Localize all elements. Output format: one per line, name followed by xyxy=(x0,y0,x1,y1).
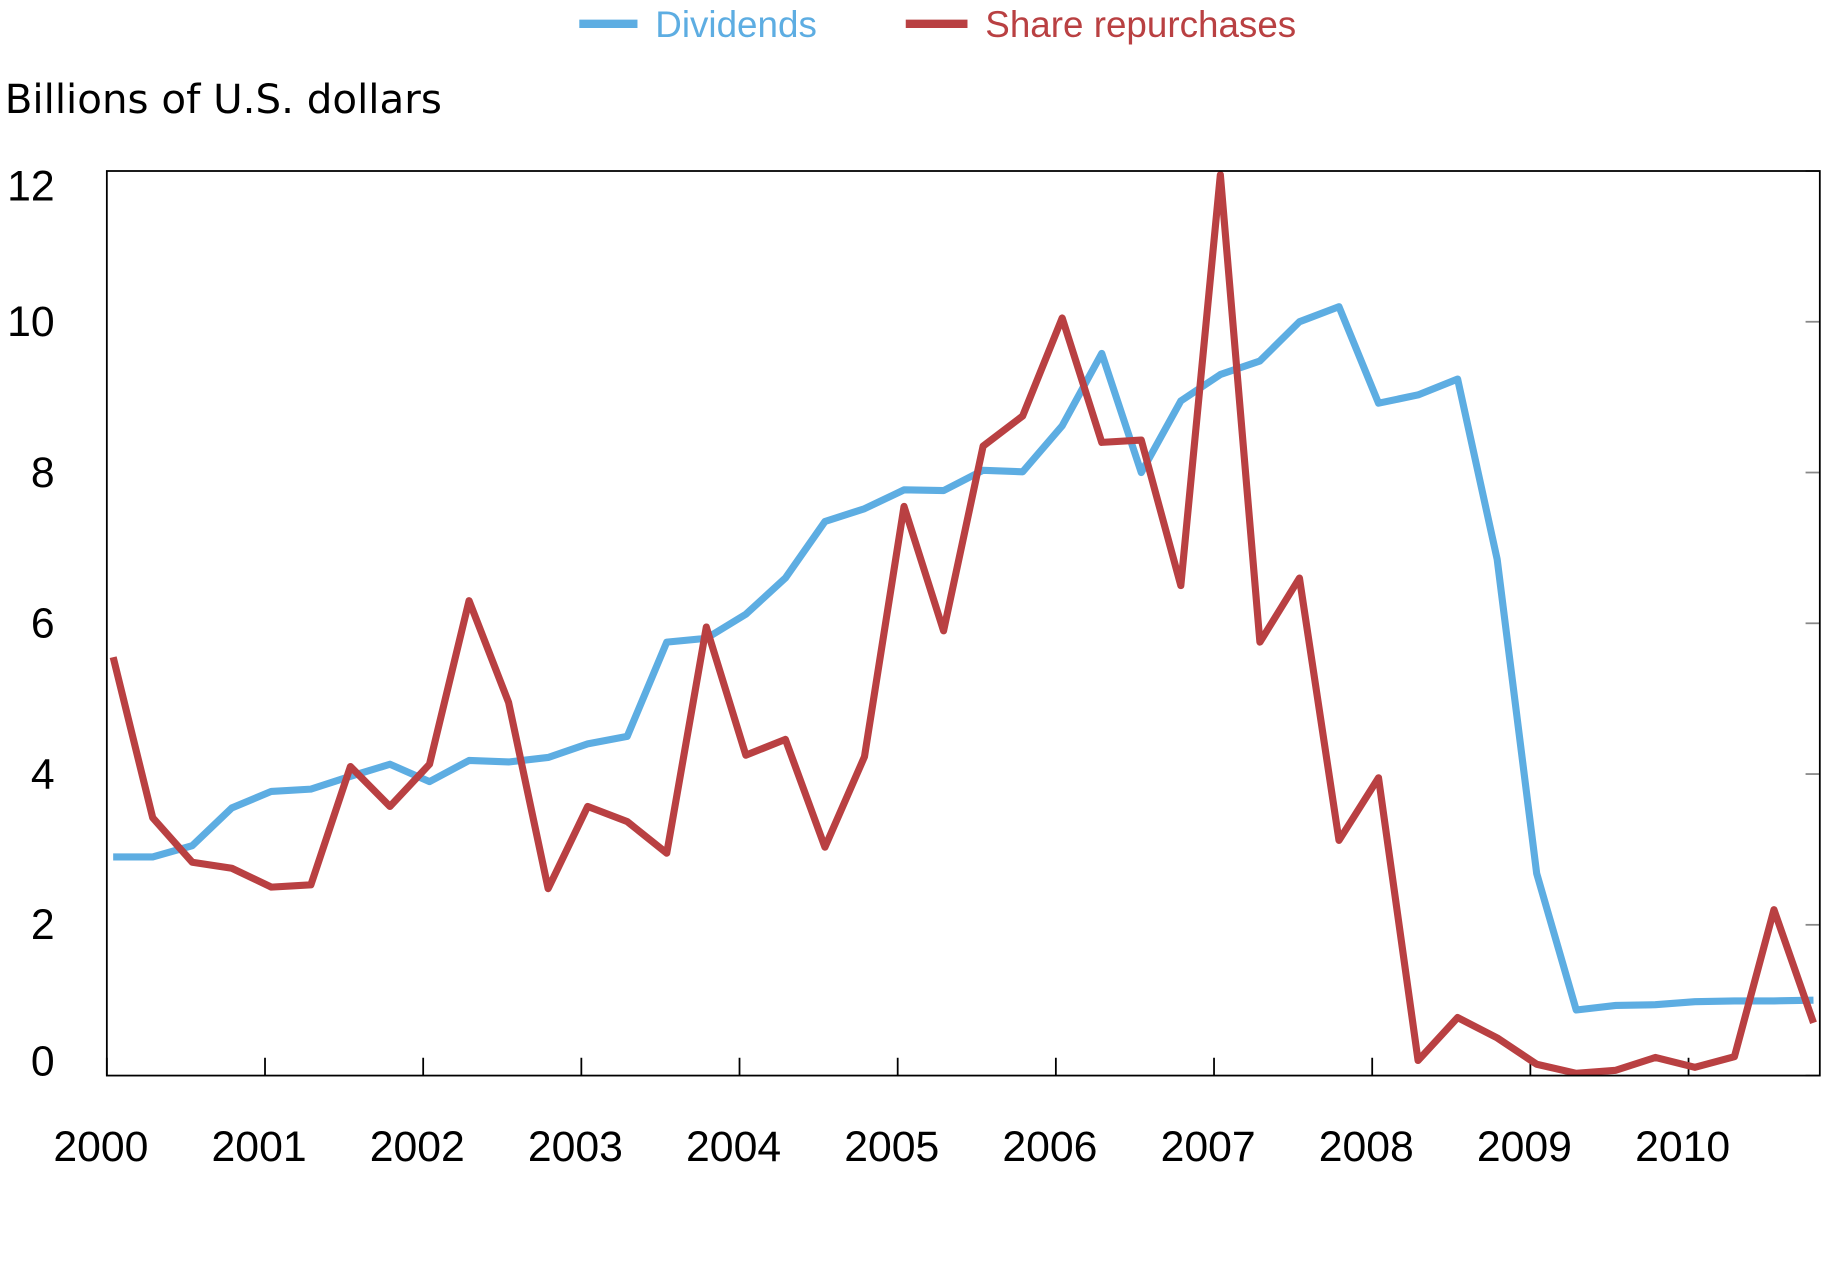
y-tick-label: 10 xyxy=(7,298,55,346)
legend: Dividends Share repurchases xyxy=(579,4,1296,45)
plot-frame xyxy=(105,170,1821,1077)
x-tick-label: 2005 xyxy=(844,1123,939,1171)
x-tick-label: 2004 xyxy=(686,1123,781,1171)
y-tick-label: 2 xyxy=(31,901,55,949)
y-tick-label: 8 xyxy=(31,449,55,497)
legend-label-dividends: Dividends xyxy=(655,4,817,45)
y-tick-label: 6 xyxy=(31,600,55,648)
y-tick-label: 12 xyxy=(7,163,55,211)
x-tick-label: 2010 xyxy=(1635,1123,1730,1171)
x-tick-label: 2007 xyxy=(1161,1123,1256,1171)
x-tick-label: 2000 xyxy=(53,1123,148,1171)
y-axis-label: Billions of U.S. dollars xyxy=(5,76,442,123)
x-tick-label: 2003 xyxy=(528,1123,623,1171)
x-tick-label: 2001 xyxy=(212,1123,307,1171)
x-tick-label: 2008 xyxy=(1319,1123,1414,1171)
series-line-dividends xyxy=(113,303,1814,1014)
series-line-share-repurchases xyxy=(109,171,1817,1076)
x-tick-label: 2009 xyxy=(1477,1123,1572,1171)
y-tick-label: 4 xyxy=(31,750,55,798)
y-tick-label: 0 xyxy=(31,1038,55,1086)
legend-label-share-repurchases: Share repurchases xyxy=(985,4,1296,45)
x-tick-label: 2006 xyxy=(1002,1123,1097,1171)
x-tick-label: 2002 xyxy=(370,1123,465,1171)
